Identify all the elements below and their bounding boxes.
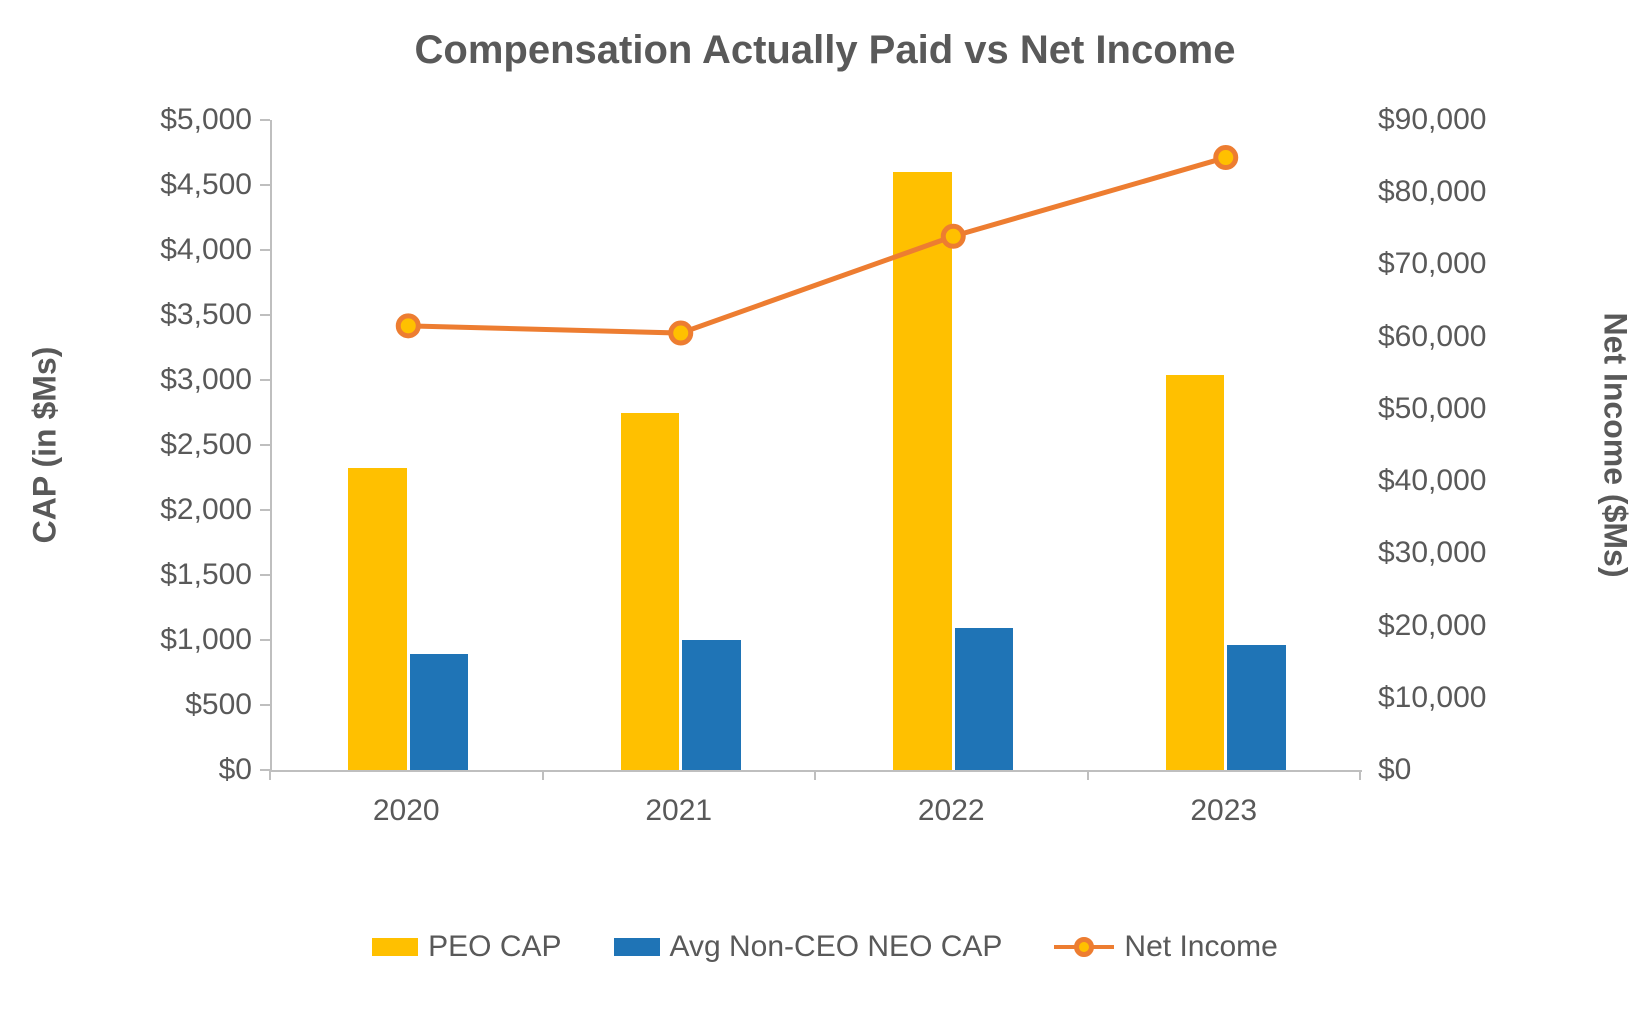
y-left-tick-label: $1,500 [0, 558, 252, 592]
y-left-tick-label: $1,000 [0, 623, 252, 657]
line-series-layer [272, 120, 1362, 770]
y-right-tick-label: $20,000 [1378, 609, 1486, 643]
tickmark [269, 770, 271, 780]
y-right-tick-label: $60,000 [1378, 320, 1486, 354]
legend-item: Avg Non-CEO NEO CAP [614, 930, 1003, 964]
y-left-tick-label: $2,500 [0, 428, 252, 462]
tickmark [260, 639, 270, 641]
y-right-tick-label: $40,000 [1378, 464, 1486, 498]
chart-container: Compensation Actually Paid vs Net Income… [0, 0, 1650, 1016]
y-left-tick-label: $2,000 [0, 493, 252, 527]
legend-swatch [372, 938, 418, 956]
y-right-tick-label: $30,000 [1378, 536, 1486, 570]
y-left-tick-label: $0 [0, 753, 252, 787]
legend-label: Net Income [1124, 930, 1277, 964]
y-right-tick-label: $70,000 [1378, 247, 1486, 281]
tickmark [260, 574, 270, 576]
tickmark [542, 770, 544, 780]
y-left-tick-label: $3,500 [0, 298, 252, 332]
tickmark [260, 314, 270, 316]
y-left-tick-label: $4,500 [0, 168, 252, 202]
y-right-tick-label: $80,000 [1378, 175, 1486, 209]
legend-item: PEO CAP [372, 930, 561, 964]
y-left-tick-label: $500 [0, 688, 252, 722]
legend-line-swatch [1054, 935, 1114, 959]
net-income-marker [1216, 148, 1236, 168]
y-left-tick-label: $4,000 [0, 233, 252, 267]
y-right-tick-label: $50,000 [1378, 392, 1486, 426]
tickmark [260, 119, 270, 121]
x-category-label: 2021 [543, 794, 816, 828]
net-income-marker [398, 316, 418, 336]
y-axis-left-ticks: $0$500$1,000$1,500$2,000$2,500$3,000$3,5… [0, 120, 252, 770]
tickmark [260, 509, 270, 511]
tickmark [814, 770, 816, 780]
legend-label: Avg Non-CEO NEO CAP [670, 930, 1003, 964]
x-category-label: 2020 [270, 794, 543, 828]
tickmark [260, 379, 270, 381]
x-category-label: 2023 [1088, 794, 1361, 828]
tickmark [1359, 770, 1361, 780]
y-axis-right-ticks: $0$10,000$20,000$30,000$40,000$50,000$60… [1378, 120, 1628, 770]
x-category-label: 2022 [815, 794, 1088, 828]
tickmark [1087, 770, 1089, 780]
legend-swatch [614, 938, 660, 956]
y-right-tick-label: $90,000 [1378, 103, 1486, 137]
legend-label: PEO CAP [428, 930, 561, 964]
y-left-tick-label: $3,000 [0, 363, 252, 397]
tickmark [260, 249, 270, 251]
tickmark [260, 704, 270, 706]
y-left-tick-label: $5,000 [0, 103, 252, 137]
tickmark [260, 444, 270, 446]
net-income-marker [943, 226, 963, 246]
net-income-marker [671, 323, 691, 343]
net-income-line [408, 158, 1226, 333]
y-right-tick-label: $0 [1378, 753, 1411, 787]
legend: PEO CAP Avg Non-CEO NEO CAP Net Income [0, 930, 1650, 964]
chart-title: Compensation Actually Paid vs Net Income [0, 28, 1650, 73]
y-right-tick-label: $10,000 [1378, 681, 1486, 715]
tickmark [260, 184, 270, 186]
plot-area [270, 120, 1362, 772]
legend-item: Net Income [1054, 930, 1277, 964]
